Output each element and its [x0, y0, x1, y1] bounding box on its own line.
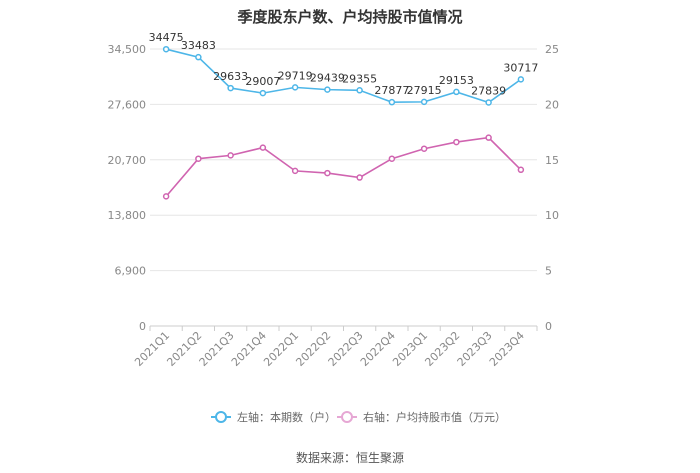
- data-label: 30717: [503, 61, 538, 74]
- data-point[interactable]: [162, 45, 170, 53]
- legend-item-right[interactable]: 右轴：户均持股市值（万元）: [337, 410, 506, 424]
- data-point[interactable]: [453, 138, 460, 146]
- x-tick-label: 2023Q4: [487, 329, 527, 369]
- data-point[interactable]: [420, 98, 428, 106]
- legend-item-left[interactable]: 左轴：本期数（户）: [211, 410, 336, 424]
- right-axis: 0 5 10 15 20 25: [545, 43, 559, 333]
- data-point[interactable]: [291, 84, 299, 91]
- data-label: 29153: [439, 74, 474, 87]
- legend-label-left: 左轴：本期数（户）: [237, 410, 336, 424]
- data-point[interactable]: [227, 84, 234, 92]
- data-point[interactable]: [388, 155, 396, 162]
- data-point[interactable]: [259, 144, 267, 151]
- data-point[interactable]: [195, 53, 202, 61]
- right-tick-label: 25: [545, 43, 559, 56]
- series-line-holders: [165, 48, 522, 104]
- data-point[interactable]: [324, 169, 331, 177]
- data-label: 29719: [278, 69, 313, 82]
- data-point[interactable]: [227, 152, 234, 159]
- data-label: 29007: [245, 75, 280, 88]
- left-tick-label: 6,900: [115, 265, 147, 278]
- right-tick-label: 0: [545, 320, 552, 333]
- data-point[interactable]: [356, 174, 363, 181]
- data-point[interactable]: [291, 167, 299, 175]
- data-point[interactable]: [195, 155, 202, 162]
- data-label: 27915: [407, 84, 442, 97]
- left-tick-label: 27,600: [108, 98, 147, 111]
- x-axis: 2021Q12021Q22021Q32021Q42022Q12022Q22022…: [132, 326, 538, 369]
- data-point[interactable]: [259, 89, 267, 97]
- chart-title: 季度股东户数、户均持股市值情况: [237, 8, 462, 26]
- data-label: 33483: [181, 39, 216, 52]
- data-label: 29439: [310, 72, 345, 85]
- left-tick-label: 0: [139, 320, 146, 333]
- legend-marker-right: [341, 411, 353, 423]
- series-line-avg-value: [165, 136, 522, 197]
- right-tick-label: 10: [545, 209, 559, 222]
- data-point[interactable]: [356, 87, 363, 94]
- left-tick-label: 13,800: [108, 209, 147, 222]
- data-point[interactable]: [453, 88, 460, 96]
- data-label: 29633: [213, 70, 248, 83]
- data-label: 34475: [149, 31, 184, 44]
- data-label: 27839: [471, 84, 506, 97]
- left-tick-label: 20,700: [108, 154, 147, 167]
- right-tick-label: 20: [545, 98, 559, 111]
- data-label: 29355: [342, 72, 377, 85]
- legend-label-right: 右轴：户均持股市值（万元）: [363, 410, 506, 424]
- data-point[interactable]: [162, 193, 170, 200]
- source-text: 数据来源：恒生聚源: [296, 450, 404, 465]
- data-label: 27877: [374, 84, 409, 97]
- data-point[interactable]: [485, 99, 492, 106]
- data-point[interactable]: [324, 86, 331, 93]
- data-point[interactable]: [517, 76, 525, 83]
- data-point[interactable]: [420, 145, 428, 152]
- left-tick-label: 34,500: [108, 43, 147, 56]
- legend[interactable]: 左轴：本期数（户） 右轴：户均持股市值（万元）: [211, 410, 506, 424]
- data-point[interactable]: [485, 134, 492, 141]
- legend-marker-left: [215, 411, 227, 423]
- data-point[interactable]: [517, 166, 525, 174]
- left-axis: 0 6,900 13,800 20,700 27,600 34,500: [108, 43, 147, 333]
- right-tick-label: 5: [545, 265, 552, 278]
- right-tick-label: 15: [545, 154, 559, 167]
- data-point[interactable]: [388, 98, 396, 106]
